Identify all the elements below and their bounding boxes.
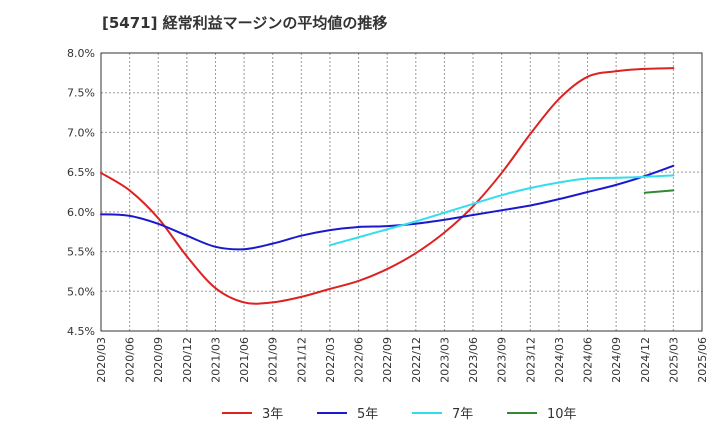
x-tick-label: 2021/03 [209,337,222,383]
legend-label-1: 5年 [357,407,378,422]
y-tick-label: 4.5% [67,325,95,338]
y-tick-label: 6.5% [67,166,95,179]
y-tick-label: 5.5% [67,246,95,259]
chart-title: [5471] 経常利益マージンの平均値の推移 [102,14,388,32]
x-tick-label: 2020/09 [152,337,165,383]
y-tick-label: 6.0% [67,206,95,219]
plot-frame [100,52,703,332]
series-layer [100,67,675,305]
x-tick-label: 2023/03 [438,337,451,383]
x-tick-label: 2024/12 [639,337,652,383]
legend: 3年 5年 7年 10年 [222,407,577,422]
series-line-3 [643,189,675,194]
x-tick-label: 2023/09 [496,337,509,383]
series-line-2 [328,174,675,247]
x-tick-label: 2025/03 [667,337,680,383]
x-tick-label: 2022/09 [381,337,394,383]
y-tick-label: 7.5% [67,87,95,100]
legend-label-0: 3年 [262,407,283,422]
x-tick-label: 2023/12 [524,337,537,383]
x-tick-label: 2021/12 [295,337,308,383]
x-tick-label: 2024/09 [610,337,623,383]
x-tick-label: 2022/12 [410,337,423,383]
y-tick-label: 5.0% [67,285,95,298]
grid-layer [100,52,703,332]
x-tick-label: 2022/06 [353,337,366,383]
x-tick-label: 2020/03 [95,337,108,383]
legend-label-2: 7年 [452,407,473,422]
x-tick-label: 2020/12 [181,337,194,383]
x-tick-label: 2021/09 [267,337,280,383]
legend-label-3: 10年 [547,407,577,422]
series-line-1 [100,164,675,251]
y-tick-label: 7.0% [67,126,95,139]
x-tick-label: 2020/06 [124,337,137,383]
series-line-0 [100,67,675,305]
axis-layer: 4.5% 5.0% 5.5% 6.0% 6.5% 7.0% 7.5% 8.0% 2020/03 2… [67,47,709,383]
x-tick-label: 2021/06 [238,337,251,383]
x-tick-label: 2025/06 [696,337,709,383]
y-tick-label: 8.0% [67,47,95,60]
x-tick-label: 2024/06 [582,337,595,383]
x-tick-label: 2023/06 [467,337,480,383]
x-tick-label: 2024/03 [553,337,566,383]
x-tick-label: 2022/03 [324,337,337,383]
